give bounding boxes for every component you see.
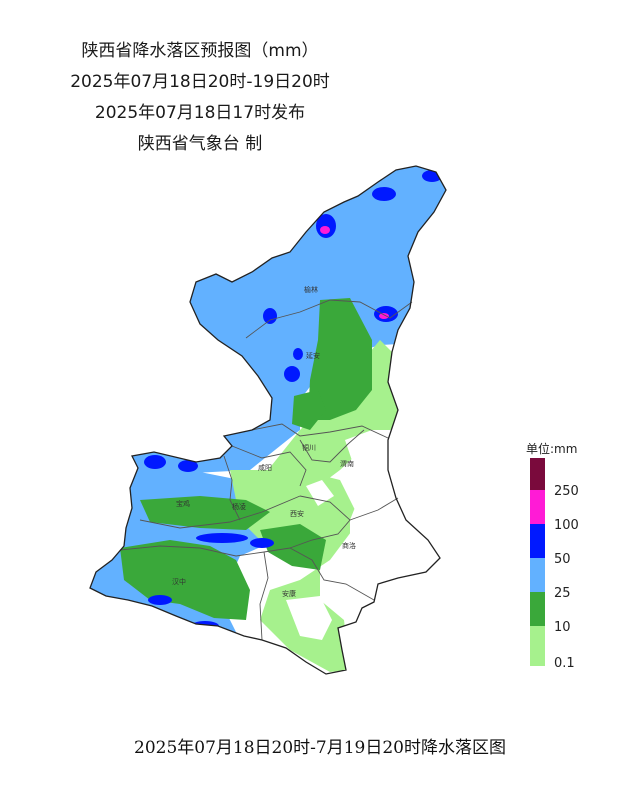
map-title-block: 陕西省降水落区预报图（mm） 2025年07月18日20时-19日20时 202… [0, 36, 400, 160]
city-labels: 榆林 延安 铜川 渭南 咸阳 宝鸡 杨凌 西安 商洛 汉中 安康 [172, 285, 356, 598]
city-label-weinan: 渭南 [340, 459, 354, 468]
legend-label-100: 100 [554, 518, 579, 533]
city-label-xian: 西安 [290, 509, 304, 518]
legend-label-250: 250 [554, 484, 579, 499]
legend-swatch-25-50 [530, 558, 545, 592]
legend-swatch-50-100 [530, 524, 545, 558]
figure-caption: 2025年07月18日20时-7月19日20时降水落区图 [134, 738, 506, 758]
legend-title: 单位:mm [526, 442, 578, 456]
forecast-period: 2025年07月18日20时-19日20时 [70, 72, 330, 92]
issuer: 陕西省气象台 制 [137, 134, 263, 154]
legend-label-0-1: 0.1 [554, 656, 575, 671]
legend-swatch-250-plus [530, 458, 545, 490]
legend: 单位:mm 250 100 50 25 10 0.1 [526, 440, 636, 680]
city-label-xianyang: 咸阳 [258, 463, 272, 472]
city-label-baoji: 宝鸡 [176, 499, 190, 508]
legend-swatch-100-250 [530, 490, 545, 524]
province-outline [89, 165, 447, 675]
city-boundaries [119, 299, 413, 641]
map-title: 陕西省降水落区预报图（mm） [81, 41, 319, 61]
legend-label-50: 50 [554, 552, 571, 567]
city-label-yulin: 榆林 [304, 285, 318, 294]
city-label-hanzhong: 汉中 [172, 577, 186, 586]
city-label-ankang: 安康 [282, 589, 296, 598]
issue-time: 2025年07月18日17时发布 [94, 103, 306, 123]
city-label-yangling: 杨凌 [232, 502, 246, 511]
city-label-yanan: 延安 [306, 351, 320, 360]
legend-swatch-0-1-10 [530, 626, 545, 666]
legend-label-25: 25 [554, 586, 571, 601]
city-label-shangluo: 商洛 [342, 541, 356, 550]
legend-swatch-10-25 [530, 592, 545, 626]
city-label-tongchuan: 铜川 [302, 443, 316, 452]
legend-label-10: 10 [554, 620, 571, 635]
